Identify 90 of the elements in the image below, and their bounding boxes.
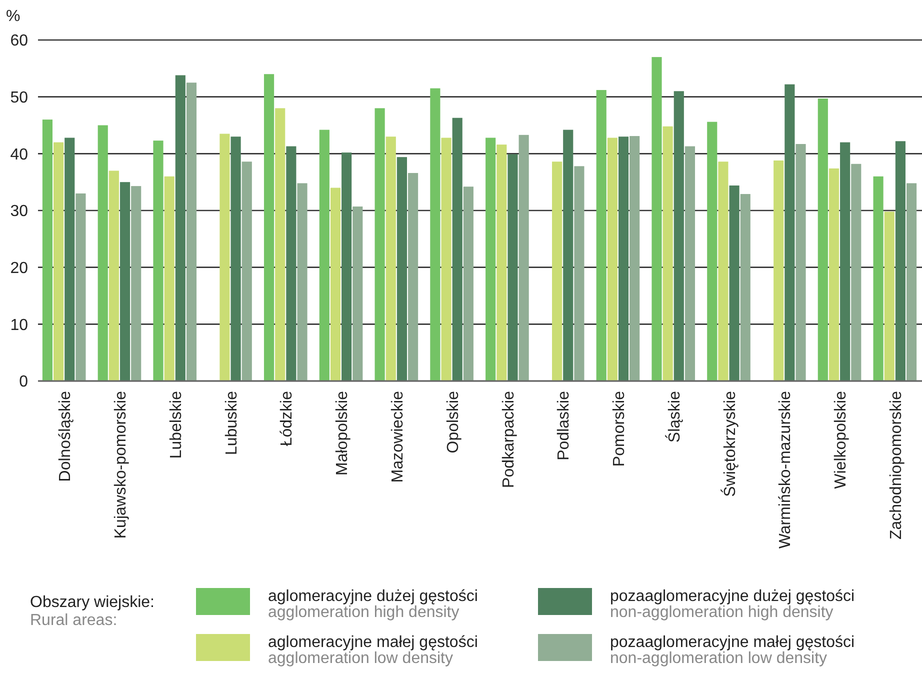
legend-label: pozaaglomeracyjne dużej gęstości non-agglomeration high density <box>610 588 855 621</box>
bar <box>297 183 308 381</box>
y-tick-label: 20 <box>10 260 28 277</box>
x-tick-label: Lubelskie <box>168 390 185 459</box>
bar <box>662 126 673 381</box>
bar <box>518 134 529 381</box>
bar <box>895 141 906 381</box>
legend-label: aglomeracyjne małej gęstości agglomeration low density <box>268 634 478 667</box>
bar <box>153 140 164 381</box>
bar <box>186 82 197 381</box>
bar <box>430 88 440 381</box>
x-tick-label: Opolskie <box>444 390 462 454</box>
x-tick-label: Warmińsko-mazurskie <box>777 390 794 549</box>
bar <box>796 144 806 381</box>
x-tick-label: Dolnośląskie <box>57 390 74 482</box>
bar <box>828 168 840 381</box>
y-tick-label: 40 <box>10 146 28 164</box>
y-tick-label: 60 <box>10 32 28 50</box>
bar <box>873 176 884 381</box>
bar <box>463 186 474 381</box>
bar <box>563 130 574 381</box>
x-tick-label: Świętokrzyskie <box>720 390 739 497</box>
bar <box>42 120 53 381</box>
bar <box>120 182 130 381</box>
bar <box>851 164 862 381</box>
bar <box>230 136 241 381</box>
bar <box>64 138 75 381</box>
bar <box>352 206 363 381</box>
bar <box>330 188 341 381</box>
legend-label: aglomeracyjne dużej gęstości agglomeration high density <box>268 588 478 621</box>
bar <box>286 146 296 381</box>
bar <box>552 162 562 381</box>
bar <box>374 108 385 381</box>
bar <box>275 108 286 381</box>
bar <box>441 138 452 381</box>
bar <box>396 157 407 381</box>
bar <box>220 134 230 381</box>
bar <box>452 118 462 381</box>
bar <box>618 136 629 381</box>
bar <box>707 122 718 381</box>
bar <box>164 176 174 381</box>
bar <box>408 172 418 381</box>
bar <box>486 138 496 381</box>
x-tick-label: Podkarpackie <box>500 390 518 488</box>
bar <box>574 166 584 381</box>
bar <box>784 84 795 381</box>
bar <box>718 162 728 381</box>
y-tick-label: 10 <box>10 316 28 334</box>
x-tick-label: Lubuskie <box>223 390 240 456</box>
bar <box>774 160 784 381</box>
bar <box>818 98 828 381</box>
bar <box>98 125 108 381</box>
bar <box>630 136 640 381</box>
bar <box>906 183 917 381</box>
bar <box>131 186 142 381</box>
bar <box>496 144 507 381</box>
x-tick-label: Małopolskie <box>334 390 352 476</box>
bar <box>54 142 64 381</box>
bar <box>674 91 684 381</box>
bar <box>840 142 850 381</box>
bar <box>740 194 750 381</box>
x-tick-label: Śląskie <box>664 390 684 443</box>
x-tick-label: Łódzkie <box>278 390 296 446</box>
bar <box>76 193 86 381</box>
x-tick-label: Podlaskie <box>556 390 573 460</box>
bar <box>242 162 252 381</box>
bar <box>108 170 119 381</box>
bar <box>652 57 662 381</box>
bar <box>607 138 618 381</box>
bar <box>264 74 274 381</box>
bar <box>729 185 740 381</box>
bar <box>884 212 894 381</box>
y-tick-label: 0 <box>19 374 28 391</box>
bar <box>319 130 330 381</box>
bar <box>175 75 186 381</box>
bar <box>386 136 396 381</box>
x-tick-label: Pomorskie <box>611 390 628 467</box>
legend-title: Obszary wiejskie: Rural areas: <box>30 594 154 629</box>
bar <box>596 90 606 381</box>
y-axis-title: % <box>6 8 20 25</box>
x-tick-label: Zachodniopomorskie <box>888 390 906 540</box>
y-tick-label: 50 <box>10 89 28 106</box>
bar <box>342 152 352 381</box>
x-tick-label: Mazowieckie <box>390 390 407 483</box>
bar <box>684 146 696 381</box>
x-tick-label: Kujawsko-pomorskie <box>112 390 130 539</box>
bar <box>508 154 518 381</box>
y-tick-label: 30 <box>10 203 28 220</box>
x-tick-label: Wielkopolskie <box>832 390 850 489</box>
legend-label: pozaaglomeracyjne małej gęstości non-agglomeration low density <box>610 634 855 667</box>
